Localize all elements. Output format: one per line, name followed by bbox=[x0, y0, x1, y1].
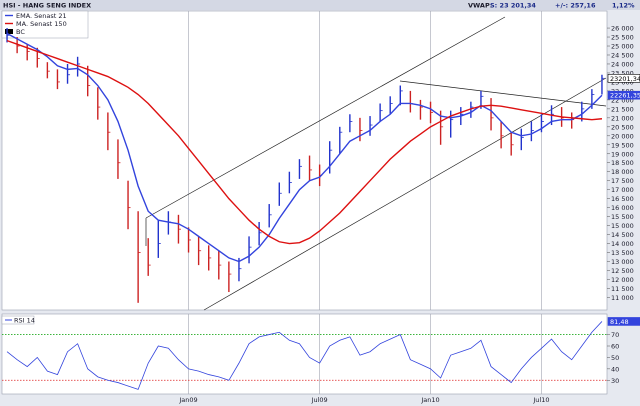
y-tick-label: 26 000 bbox=[611, 25, 634, 33]
quote-percent: 1,12% bbox=[612, 2, 635, 10]
y-tick-label: 25 000 bbox=[611, 43, 634, 51]
y-tick-label: 19 000 bbox=[611, 150, 634, 158]
y-tick-label: 25 500 bbox=[611, 34, 634, 42]
legend-label: EMA. Senast 21 bbox=[16, 12, 67, 20]
rsi-plot bbox=[1, 313, 608, 395]
channel-lower bbox=[203, 77, 607, 311]
y-tick-label: 70 bbox=[611, 331, 619, 339]
header-bar bbox=[0, 0, 640, 10]
last-value-label: 22261,35 bbox=[610, 92, 640, 100]
trend-lines bbox=[145, 16, 607, 311]
legend-label: BC bbox=[16, 28, 25, 36]
y-tick-label: 14 500 bbox=[611, 231, 634, 239]
legend-swatch bbox=[5, 29, 13, 34]
quote-label: VWAP: bbox=[468, 2, 492, 10]
y-tick-label: 16 500 bbox=[611, 195, 634, 203]
y-tick-label: 24 000 bbox=[611, 60, 634, 68]
y-tick-label: 20 000 bbox=[611, 132, 634, 140]
main-plot bbox=[1, 10, 608, 311]
y-tick-label: 18 000 bbox=[611, 168, 634, 176]
resistance-line bbox=[399, 80, 607, 107]
y-tick-label: 24 500 bbox=[611, 51, 634, 59]
y-tick-label: 11 500 bbox=[611, 285, 634, 293]
y-tick-label: 13 000 bbox=[611, 258, 634, 266]
x-tick-label: Jan09 bbox=[178, 396, 197, 404]
y-tick-label: 23 500 bbox=[611, 69, 634, 77]
legend-box bbox=[1, 10, 89, 39]
y-tick-label: 11 000 bbox=[611, 294, 634, 302]
header: HSI - HANG SENG INDEX VWAP: S: 23 201,34… bbox=[3, 2, 635, 10]
y-tick-label: 15 500 bbox=[611, 213, 634, 221]
quote-last: S: 23 201,34 bbox=[490, 2, 536, 10]
last-value-box bbox=[607, 90, 640, 100]
y-tick-label: 17 500 bbox=[611, 177, 634, 185]
y-tick-label: 19 500 bbox=[611, 141, 634, 149]
series-line bbox=[6, 32, 603, 263]
y-tick-label: 21 500 bbox=[611, 105, 634, 113]
y-tick-label: 18 500 bbox=[611, 159, 634, 167]
y-tick-label: 12 000 bbox=[611, 276, 634, 284]
channel-upper bbox=[145, 16, 506, 219]
y-tick-label: 20 500 bbox=[611, 123, 634, 131]
x-tick-label: Jul09 bbox=[311, 396, 328, 404]
last-value-label: 81,48 bbox=[610, 318, 629, 326]
y-tick-label: 15 000 bbox=[611, 222, 634, 230]
y-tick-label: 16 000 bbox=[611, 204, 634, 212]
rsi-title: RSI 14 bbox=[14, 317, 35, 325]
y-tick-label: 14 000 bbox=[611, 240, 634, 248]
last-value-box bbox=[607, 74, 640, 83]
y-tick-label: 30 bbox=[611, 377, 619, 385]
y-tick-label: 17 000 bbox=[611, 186, 634, 194]
x-tick-label: Jan10 bbox=[420, 396, 439, 404]
last-value-box bbox=[607, 317, 640, 326]
legend-label: MA. Senast 150 bbox=[16, 20, 67, 28]
y-tick-label: 22 000 bbox=[611, 96, 634, 104]
y-tick-label: 13 500 bbox=[611, 249, 634, 257]
series-line bbox=[6, 39, 603, 245]
quote-change: +/-: 257,16 bbox=[555, 2, 596, 10]
rsi-legend-box bbox=[1, 315, 35, 325]
y-tick-label: 40 bbox=[611, 365, 619, 373]
y-tick-label: 50 bbox=[611, 354, 619, 362]
y-tick-label: 21 000 bbox=[611, 114, 634, 122]
y-tick-label: 12 500 bbox=[611, 267, 634, 275]
chart-title: HSI - HANG SENG INDEX bbox=[3, 2, 91, 10]
series-line bbox=[6, 321, 603, 390]
x-tick-label: Jul10 bbox=[532, 396, 549, 404]
y-tick-label: 60 bbox=[611, 343, 619, 351]
last-value-label: 23201,34 bbox=[610, 75, 640, 83]
